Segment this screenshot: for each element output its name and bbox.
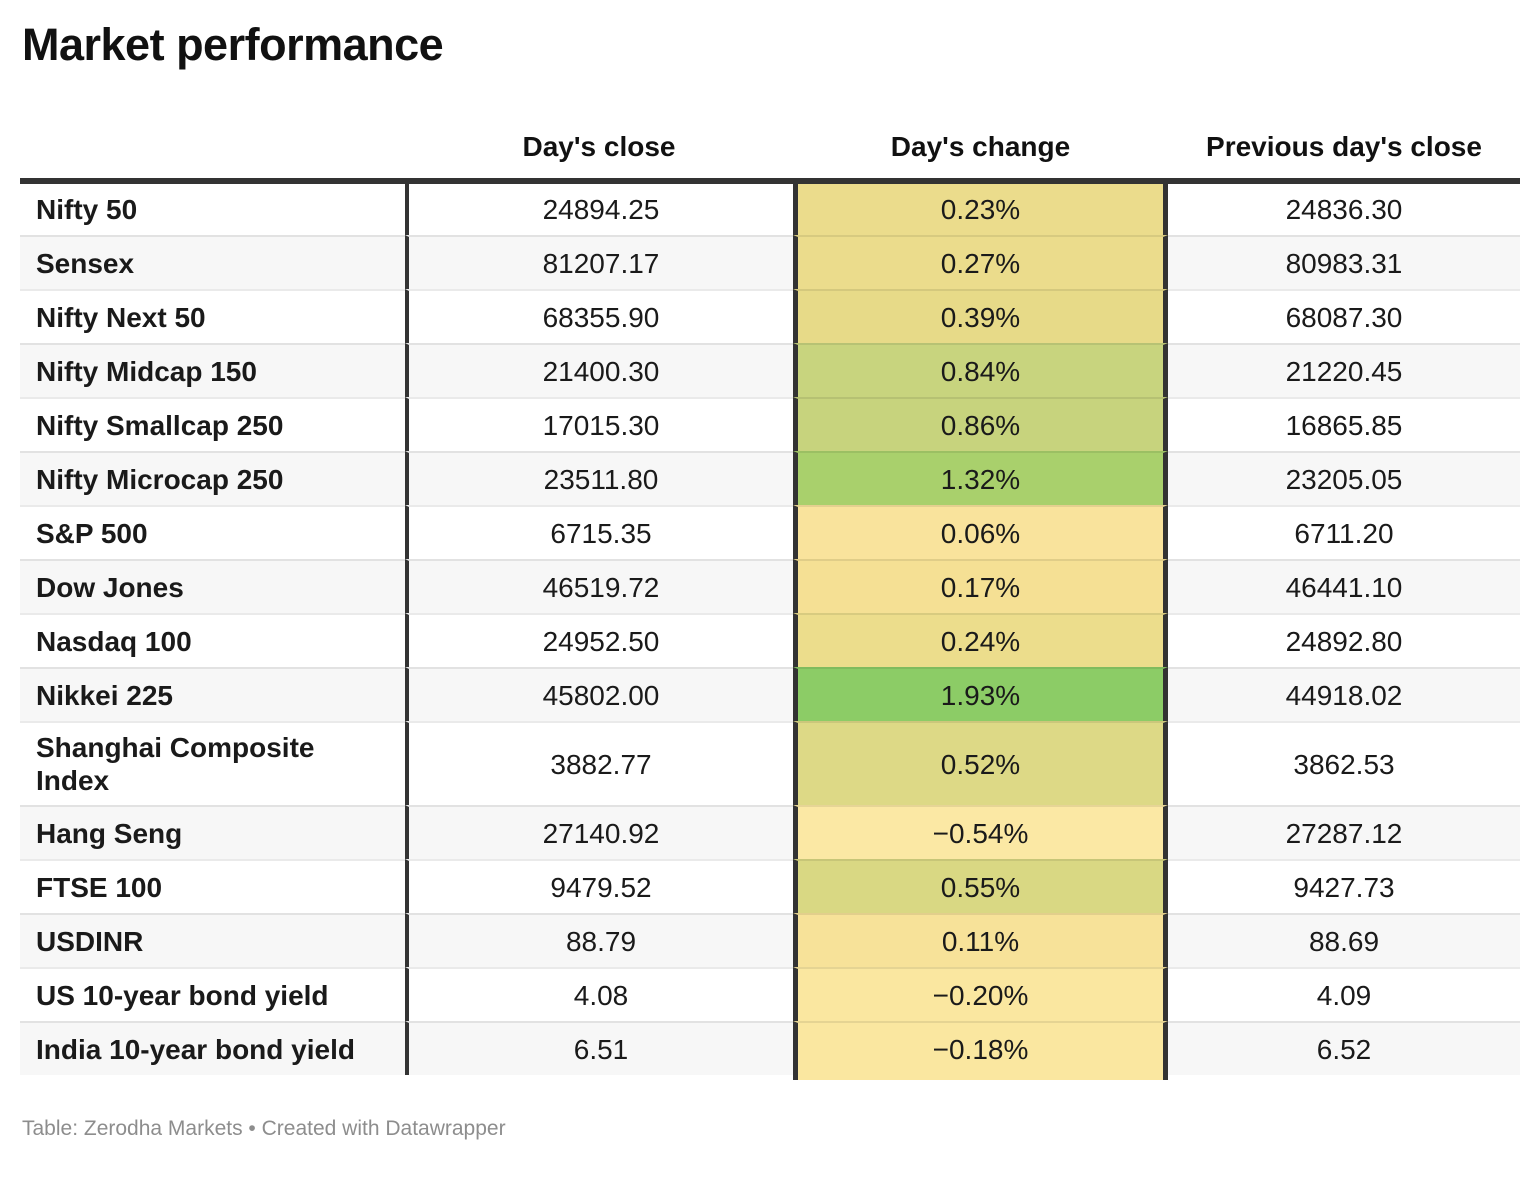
- prev-close-value: 4.09: [1168, 967, 1520, 1021]
- days-change-cell: 1.32%: [793, 451, 1168, 505]
- days-change-cell: 0.27%: [793, 235, 1168, 289]
- days-change-cell: 0.52%: [793, 721, 1168, 805]
- header-rule: [20, 178, 1520, 184]
- prev-close-value: 44918.02: [1168, 667, 1520, 721]
- row-label: Nifty Microcap 250: [20, 451, 405, 505]
- filler-spacer: [20, 1075, 405, 1080]
- table-row-usdinr: USDINR 88.79 0.11% 88.69: [20, 913, 1520, 967]
- days-close-value: 6715.35: [405, 505, 793, 559]
- table-row-us-10y-bond-yield: US 10-year bond yield 4.08 −0.20% 4.09: [20, 967, 1520, 1021]
- days-close-value: 24894.25: [405, 184, 793, 235]
- filler-spacer: [1168, 1075, 1520, 1080]
- row-label: Nasdaq 100: [20, 613, 405, 667]
- row-label: Hang Seng: [20, 805, 405, 859]
- days-change-cell: −0.20%: [793, 967, 1168, 1021]
- table-row-hang-seng: Hang Seng 27140.92 −0.54% 27287.12: [20, 805, 1520, 859]
- days-close-value: 24952.50: [405, 613, 793, 667]
- change-column-footer-strip: [20, 1075, 1520, 1080]
- table-row-nifty-50: Nifty 50 24894.25 0.23% 24836.30: [20, 184, 1520, 235]
- days-change-cell: 0.23%: [793, 184, 1168, 235]
- attribution-footer: Table: Zerodha Markets • Created with Da…: [22, 1117, 506, 1140]
- table-header-row: Day's close Day's change Previous day's …: [20, 70, 1520, 178]
- row-label: India 10-year bond yield: [20, 1021, 405, 1075]
- change-column-overhang: [793, 1075, 1168, 1080]
- row-label: USDINR: [20, 913, 405, 967]
- table-row-nifty-next-50: Nifty Next 50 68355.90 0.39% 68087.30: [20, 289, 1520, 343]
- row-label: Dow Jones: [20, 559, 405, 613]
- row-label: S&P 500: [20, 505, 405, 559]
- table-row-nikkei-225: Nikkei 225 45802.00 1.93% 44918.02: [20, 667, 1520, 721]
- header-days-change: Day's change: [890, 131, 1071, 162]
- days-change-cell: 0.17%: [793, 559, 1168, 613]
- days-close-value: 88.79: [405, 913, 793, 967]
- days-change-cell: 0.55%: [793, 859, 1168, 913]
- prev-close-value: 6.52: [1168, 1021, 1520, 1075]
- prev-close-value: 24892.80: [1168, 613, 1520, 667]
- days-close-value: 21400.30: [405, 343, 793, 397]
- prev-close-value: 88.69: [1168, 913, 1520, 967]
- days-close-value: 81207.17: [405, 235, 793, 289]
- days-close-value: 68355.90: [405, 289, 793, 343]
- days-close-value: 23511.80: [405, 451, 793, 505]
- row-label: US 10-year bond yield: [20, 967, 405, 1021]
- prev-close-value: 80983.31: [1168, 235, 1520, 289]
- row-label: Nifty Next 50: [20, 289, 405, 343]
- days-change-cell: −0.54%: [793, 805, 1168, 859]
- prev-close-value: 6711.20: [1168, 505, 1520, 559]
- row-label: Nifty Midcap 150: [20, 343, 405, 397]
- row-label: Nikkei 225: [20, 667, 405, 721]
- table-row-shanghai-composite: Shanghai Composite Index 3882.77 0.52% 3…: [20, 721, 1520, 805]
- days-close-value: 46519.72: [405, 559, 793, 613]
- header-previous-days-close: Previous day's close: [1206, 131, 1482, 162]
- days-close-value: 9479.52: [405, 859, 793, 913]
- days-close-value: 6.51: [405, 1021, 793, 1075]
- table-row-nifty-smallcap-250: Nifty Smallcap 250 17015.30 0.86% 16865.…: [20, 397, 1520, 451]
- prev-close-value: 68087.30: [1168, 289, 1520, 343]
- row-label: Shanghai Composite Index: [20, 721, 405, 805]
- days-change-cell: −0.18%: [793, 1021, 1168, 1075]
- prev-close-value: 23205.05: [1168, 451, 1520, 505]
- days-close-value: 45802.00: [405, 667, 793, 721]
- prev-close-value: 3862.53: [1168, 721, 1520, 805]
- days-change-cell: 0.39%: [793, 289, 1168, 343]
- prev-close-value: 46441.10: [1168, 559, 1520, 613]
- table-row-nasdaq-100: Nasdaq 100 24952.50 0.24% 24892.80: [20, 613, 1520, 667]
- days-close-value: 17015.30: [405, 397, 793, 451]
- days-close-value: 3882.77: [405, 721, 793, 805]
- prev-close-value: 16865.85: [1168, 397, 1520, 451]
- page-title: Market performance: [22, 19, 444, 70]
- prev-close-value: 27287.12: [1168, 805, 1520, 859]
- table-row-sp-500: S&P 500 6715.35 0.06% 6711.20: [20, 505, 1520, 559]
- days-change-cell: 0.86%: [793, 397, 1168, 451]
- days-change-cell: 0.06%: [793, 505, 1168, 559]
- prev-close-value: 21220.45: [1168, 343, 1520, 397]
- table-row-ftse-100: FTSE 100 9479.52 0.55% 9427.73: [20, 859, 1520, 913]
- days-change-cell: 1.93%: [793, 667, 1168, 721]
- filler-spacer: [405, 1075, 793, 1080]
- header-days-close: Day's close: [522, 131, 676, 162]
- prev-close-value: 9427.73: [1168, 859, 1520, 913]
- row-label: Nifty Smallcap 250: [20, 397, 405, 451]
- table-row-dow-jones: Dow Jones 46519.72 0.17% 46441.10: [20, 559, 1520, 613]
- days-close-value: 27140.92: [405, 805, 793, 859]
- prev-close-value: 24836.30: [1285, 194, 1403, 225]
- days-change-cell: 0.84%: [793, 343, 1168, 397]
- row-label: Sensex: [20, 235, 405, 289]
- market-performance-table-page: Market performance Day's close Day's cha…: [0, 20, 1540, 1184]
- table-row-nifty-midcap-150: Nifty Midcap 150 21400.30 0.84% 21220.45: [20, 343, 1520, 397]
- table-row-india-10y-bond-yield: India 10-year bond yield 6.51 −0.18% 6.5…: [20, 1021, 1520, 1075]
- market-table: Day's close Day's change Previous day's …: [20, 70, 1520, 1080]
- table-row-sensex: Sensex 81207.17 0.27% 80983.31: [20, 235, 1520, 289]
- header-spacer: [20, 164, 405, 178]
- row-label: FTSE 100: [20, 859, 405, 913]
- row-label: Nifty 50: [36, 194, 138, 225]
- table-row-nifty-microcap-250: Nifty Microcap 250 23511.80 1.32% 23205.…: [20, 451, 1520, 505]
- days-change-cell: 0.24%: [793, 613, 1168, 667]
- days-change-cell: 0.11%: [793, 913, 1168, 967]
- days-close-value: 4.08: [405, 967, 793, 1021]
